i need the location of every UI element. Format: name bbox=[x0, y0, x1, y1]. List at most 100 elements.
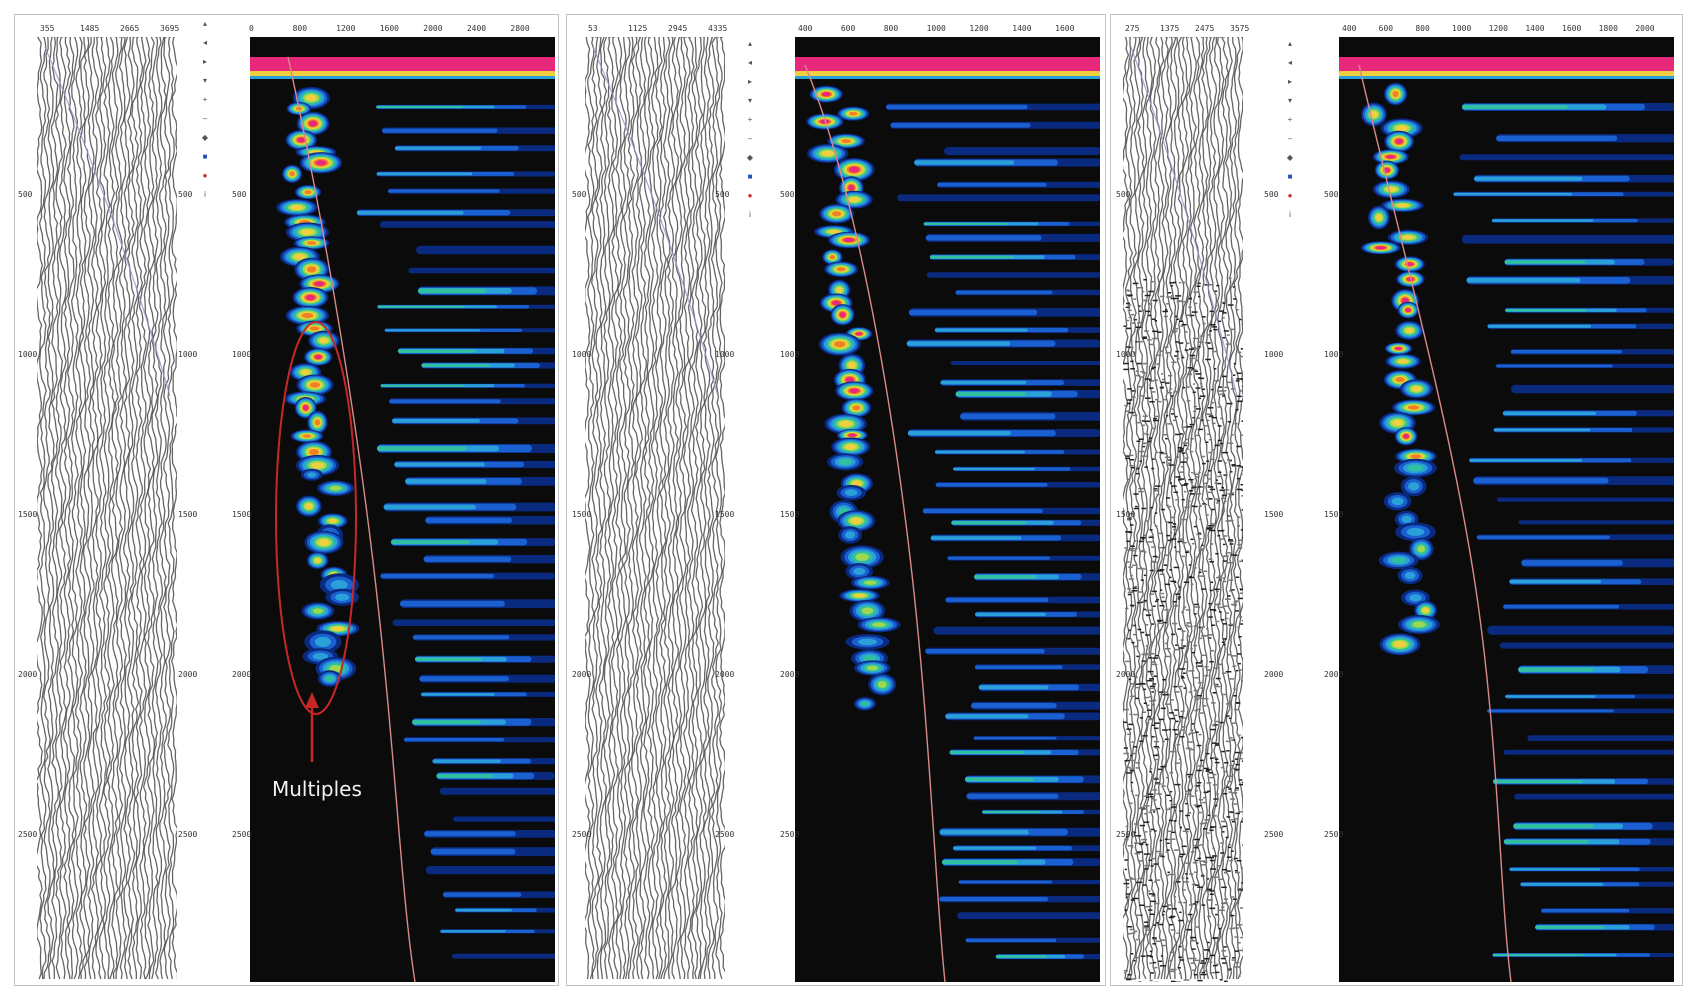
gather-top-tick: 4335 bbox=[708, 24, 728, 33]
depth-tick-right: 1000 bbox=[178, 350, 198, 359]
spectrum-top-tick: 2000 bbox=[1635, 24, 1655, 33]
pan-icon[interactable]: ▾ bbox=[747, 96, 752, 105]
depth-tick-right: 2000 bbox=[178, 670, 198, 679]
panel-2 bbox=[566, 14, 1106, 986]
spectrum-top-tick: 1600 bbox=[1562, 24, 1582, 33]
depth-tick-right: 1000 bbox=[715, 350, 735, 359]
spectrum-top-tick: 600 bbox=[840, 24, 856, 33]
gather-top-tick: 275 bbox=[1125, 24, 1140, 33]
zoom-in-icon[interactable]: ◂ bbox=[1287, 58, 1292, 67]
info-icon[interactable]: i bbox=[204, 190, 206, 199]
depth-tick-left: 1500 bbox=[1116, 510, 1136, 519]
depth-tick-right: 2000 bbox=[715, 670, 735, 679]
spectrum-depth-tick: 1500 bbox=[232, 510, 252, 519]
select-icon[interactable]: ▴ bbox=[202, 19, 207, 28]
gather-top-tick: 1485 bbox=[80, 24, 100, 33]
gather-top-tick: 53 bbox=[588, 24, 598, 33]
red-marker-icon[interactable]: ● bbox=[1287, 191, 1293, 200]
depth-tick-left: 2000 bbox=[572, 670, 592, 679]
spectrum-depth-tick: 500 bbox=[232, 190, 247, 199]
depth-tick-left: 500 bbox=[18, 190, 33, 199]
spectrum-top-tick: 1600 bbox=[1055, 24, 1075, 33]
depth-tick-right: 2500 bbox=[715, 830, 735, 839]
depth-tick-left: 2500 bbox=[572, 830, 592, 839]
toolbar-2: ▴ ◂ ▸ ▾ + – ◆ ■ ● i bbox=[744, 40, 756, 219]
depth-tick-left: 1000 bbox=[1116, 350, 1136, 359]
spectrum-depth-tick: 1000 bbox=[232, 350, 252, 359]
depth-tick-left: 500 bbox=[1116, 190, 1131, 199]
undo-icon[interactable]: – bbox=[1287, 134, 1293, 143]
pan-icon[interactable]: ▾ bbox=[202, 76, 207, 85]
redo-icon[interactable]: ◆ bbox=[1286, 153, 1294, 162]
spectrum-1[interactable] bbox=[250, 37, 555, 982]
spectrum-top-tick: 800 bbox=[1415, 24, 1430, 33]
zoom-in-icon[interactable]: ◂ bbox=[202, 38, 207, 47]
spectrum-depth-tick: 2500 bbox=[1324, 830, 1344, 839]
gather-top-tick: 1375 bbox=[1160, 24, 1180, 33]
spectrum-top-tick: 800 bbox=[292, 24, 308, 33]
spectrum-depth-tick: 1000 bbox=[1324, 350, 1344, 359]
info-icon[interactable]: i bbox=[1289, 210, 1291, 219]
select-icon[interactable]: ▴ bbox=[1287, 39, 1292, 48]
red-marker-icon[interactable]: ● bbox=[747, 191, 753, 200]
spectrum-3[interactable] bbox=[1339, 37, 1674, 982]
depth-tick-right: 1500 bbox=[178, 510, 198, 519]
depth-tick-left: 1000 bbox=[18, 350, 38, 359]
zoom-out-icon[interactable]: ▸ bbox=[747, 77, 752, 86]
gather-1[interactable] bbox=[37, 37, 177, 982]
depth-tick-left: 2500 bbox=[18, 830, 38, 839]
gather-top-tick: 1125 bbox=[628, 24, 648, 33]
spectrum-top-tick: 2400 bbox=[466, 24, 487, 33]
depth-tick-left: 1500 bbox=[572, 510, 592, 519]
spectrum-top-tick: 2800 bbox=[510, 24, 530, 33]
spectrum-depth-tick: 2000 bbox=[232, 670, 252, 679]
depth-tick-right: 500 bbox=[715, 190, 730, 199]
spectrum-depth-tick: 1000 bbox=[780, 350, 800, 359]
blue-marker-icon[interactable]: ■ bbox=[202, 152, 208, 161]
gather-top-tick: 2665 bbox=[120, 24, 140, 33]
pan-icon[interactable]: ▾ bbox=[1287, 96, 1292, 105]
redo-icon[interactable]: ◆ bbox=[746, 153, 754, 162]
zoom-out-icon[interactable]: ▸ bbox=[1287, 77, 1292, 86]
gather-2[interactable] bbox=[585, 37, 725, 982]
spectrum-depth-tick: 2500 bbox=[232, 830, 252, 839]
spectrum-top-tick: 2000 bbox=[423, 24, 443, 33]
blue-marker-icon[interactable]: ■ bbox=[747, 172, 753, 181]
panel-3 bbox=[1110, 14, 1683, 986]
spectrum-depth-tick: 1500 bbox=[780, 510, 800, 519]
spectrum-top-tick: 0 bbox=[249, 24, 254, 33]
spectrum-top-tick: 1600 bbox=[379, 24, 399, 33]
spectrum-depth-tick: 2000 bbox=[780, 670, 800, 679]
pick-icon[interactable]: + bbox=[202, 95, 208, 104]
gather-top-tick: 355 bbox=[40, 24, 55, 33]
info-icon[interactable]: i bbox=[749, 210, 751, 219]
spectrum-top-tick: 400 bbox=[798, 24, 813, 33]
spectrum-depth-tick: 500 bbox=[780, 190, 795, 199]
toolbar-1: ▴ ◂ ▸ ▾ + – ◆ ■ ● i bbox=[199, 20, 211, 199]
depth-tick-left: 1500 bbox=[18, 510, 38, 519]
red-marker-icon[interactable]: ● bbox=[202, 171, 208, 180]
pick-icon[interactable]: + bbox=[1287, 115, 1293, 124]
zoom-out-icon[interactable]: ▸ bbox=[202, 57, 207, 66]
select-icon[interactable]: ▴ bbox=[747, 39, 752, 48]
blue-marker-icon[interactable]: ■ bbox=[1287, 172, 1293, 181]
redo-icon[interactable]: ◆ bbox=[201, 133, 209, 142]
spectrum-top-tick: 1200 bbox=[1488, 24, 1508, 33]
spectrum-top-tick: 800 bbox=[883, 24, 899, 33]
pick-icon[interactable]: + bbox=[747, 115, 753, 124]
spectrum-top-tick: 1800 bbox=[1598, 24, 1618, 33]
spectrum-top-tick: 1200 bbox=[336, 24, 356, 33]
zoom-in-icon[interactable]: ◂ bbox=[747, 58, 752, 67]
gather-3[interactable] bbox=[1123, 37, 1243, 982]
depth-tick-right: 2000 bbox=[1264, 670, 1284, 679]
spectrum-2[interactable] bbox=[795, 37, 1100, 982]
gather-top-tick: 3575 bbox=[1230, 24, 1250, 33]
spectrum-top-tick: 1400 bbox=[1525, 24, 1545, 33]
spectrum-depth-tick: 1500 bbox=[1324, 510, 1344, 519]
undo-icon[interactable]: – bbox=[202, 114, 208, 123]
spectrum-top-tick: 1200 bbox=[969, 24, 989, 33]
undo-icon[interactable]: – bbox=[747, 134, 753, 143]
depth-tick-left: 500 bbox=[572, 190, 587, 199]
gather-top-tick: 3695 bbox=[160, 24, 180, 33]
